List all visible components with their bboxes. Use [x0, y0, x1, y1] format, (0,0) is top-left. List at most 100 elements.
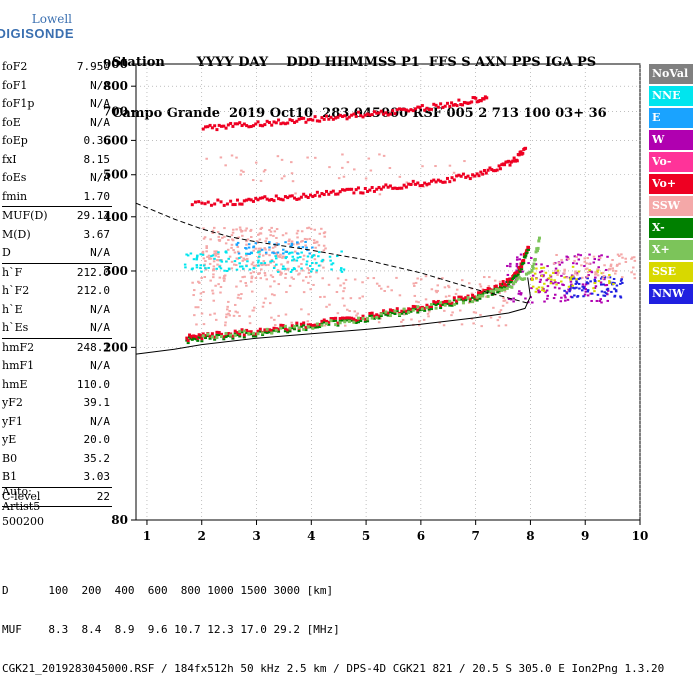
echo-dot [339, 269, 343, 272]
station-header: Station YYYY DAY DDD HHMMSS P1 FFS S AXN… [112, 20, 607, 139]
echo-dot [270, 293, 274, 296]
echo-dot [584, 268, 588, 271]
echo-dot [378, 284, 381, 287]
echo-dot [594, 285, 598, 288]
echo-dot [443, 309, 446, 312]
trace-point [233, 333, 237, 337]
echo-dot [257, 247, 261, 250]
echo-dot [222, 275, 226, 278]
echo-dot [292, 277, 295, 280]
echo-dot [515, 258, 519, 261]
echo-dot [214, 318, 218, 321]
echo-dot [226, 308, 229, 311]
echo-dot [217, 235, 221, 238]
parameter-name: C-level [2, 489, 41, 503]
echo-dot [426, 312, 430, 315]
x-tick-label: 2 [198, 529, 206, 543]
echo-dot [583, 257, 586, 260]
trace-point [267, 328, 271, 332]
echo-dot [282, 265, 285, 268]
parameter-value: N/A [90, 246, 110, 259]
trace-point [256, 332, 260, 336]
echo-dot [241, 276, 244, 279]
echo-dot [331, 262, 335, 265]
trace-point [452, 299, 456, 302]
trace-point [345, 187, 349, 191]
echo-dot [583, 293, 587, 296]
echo-dot [556, 273, 559, 276]
echo-dot [238, 262, 241, 265]
echo-dot [620, 278, 623, 281]
echo-dot [314, 156, 317, 159]
echo-dot [323, 231, 327, 234]
trace-point [471, 296, 475, 299]
trace-point [508, 163, 512, 167]
echo-dot [581, 285, 584, 288]
echo-dot [556, 269, 560, 272]
parameter-row: h`E N/A [2, 301, 112, 320]
echo-dot [250, 236, 253, 239]
echo-dot [196, 254, 199, 257]
legend-item: NNE [649, 86, 693, 106]
echo-dot [291, 251, 294, 254]
trace-point [425, 303, 429, 307]
echo-dot [251, 309, 255, 312]
echo-dot [478, 283, 482, 286]
trace-point [217, 331, 221, 335]
trace-point [233, 329, 237, 333]
echo-dot [540, 270, 544, 273]
echo-dot [601, 271, 605, 274]
trace-point [336, 321, 340, 325]
trace-point [439, 307, 443, 310]
trace-point [455, 174, 459, 178]
echo-dot [583, 265, 586, 268]
echo-dot [539, 278, 542, 281]
trace-point [372, 314, 376, 318]
echo-dot [206, 255, 209, 258]
echo-dot [560, 261, 564, 264]
trace-point [249, 330, 253, 334]
echo-dot [270, 316, 273, 319]
echo-dot [572, 262, 575, 265]
trace-point [286, 196, 290, 200]
trace-point [524, 146, 528, 150]
echo-dot [492, 306, 495, 309]
echo-dot [569, 285, 573, 288]
echo-dot [201, 252, 205, 255]
echo-dot [580, 264, 583, 267]
legend-item: X- [649, 218, 693, 238]
echo-dot [215, 250, 218, 253]
echo-dot [568, 289, 572, 292]
trace-point [495, 168, 499, 172]
echo-dot [240, 265, 244, 268]
echo-dot [405, 181, 409, 184]
trace-point [471, 293, 475, 297]
trace-point [352, 112, 356, 116]
trace-point [516, 273, 520, 276]
trace-point [368, 314, 372, 317]
trace-point [201, 334, 205, 338]
echo-dot [619, 296, 623, 299]
trace-point [386, 185, 390, 189]
trace-point [265, 119, 269, 123]
echo-dot [361, 295, 364, 298]
trace-point [375, 313, 379, 317]
echo-dot [608, 267, 612, 270]
trace-point [313, 326, 317, 329]
echo-dot [330, 263, 333, 266]
trace-point [445, 176, 449, 180]
trace-point [521, 277, 525, 281]
echo-dot [467, 282, 471, 285]
echo-dot [258, 250, 261, 253]
echo-dot [323, 295, 326, 298]
echo-dot [586, 275, 589, 278]
legend-item: W [649, 130, 693, 150]
trace-point [299, 325, 303, 328]
echo-dot [554, 272, 558, 275]
trace-point [484, 171, 488, 175]
echo-dot [597, 280, 601, 283]
echo-dot [214, 284, 217, 287]
trace-point [322, 318, 326, 322]
echo-dot [290, 161, 293, 164]
trace-point [407, 311, 411, 315]
